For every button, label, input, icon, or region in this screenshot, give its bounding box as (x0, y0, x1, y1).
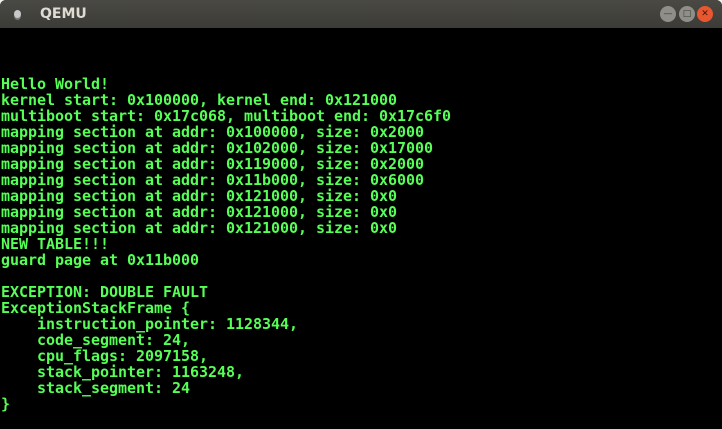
minimize-icon: — (663, 9, 673, 19)
console-line: stack_segment: 24 (1, 379, 191, 397)
console-line: ExceptionStackFrame { (1, 299, 191, 317)
maximize-icon: □ (682, 9, 692, 19)
close-button[interactable]: ✕ (697, 6, 713, 22)
console-line (1, 60, 722, 76)
console-line: mapping section at addr: 0x102000, size:… (1, 139, 434, 157)
console-line: mapping section at addr: 0x100000, size:… (1, 123, 425, 141)
vga-text-console[interactable]: Hello World! kernel start: 0x100000, kern… (1, 28, 722, 429)
console-line (1, 28, 722, 44)
close-icon: ✕ (701, 9, 709, 19)
console-line: mapping section at addr: 0x121000, size:… (1, 219, 398, 237)
console-line (1, 44, 722, 60)
console-line: mapping section at addr: 0x121000, size:… (1, 187, 398, 205)
console-line: mapping section at addr: 0x119000, size:… (1, 155, 425, 173)
console-line: guard page at 0x11b000 (1, 251, 200, 269)
console-line: code_segment: 24, (1, 331, 191, 349)
console-line: NEW TABLE!!! (1, 235, 110, 253)
title-bar[interactable]: QEMU — □ ✕ (0, 0, 722, 28)
console-line: cpu_flags: 2097158, (1, 347, 209, 365)
console-line (1, 268, 722, 284)
console-line: Hello World! (1, 75, 110, 93)
maximize-button[interactable]: □ (679, 6, 695, 22)
console-line: stack_pointer: 1163248, (1, 363, 245, 381)
console-line: mapping section at addr: 0x121000, size:… (1, 203, 398, 221)
console-line: multiboot start: 0x17c068, multiboot end… (1, 107, 452, 125)
app-icon (14, 10, 21, 18)
console-line: kernel start: 0x100000, kernel end: 0x12… (1, 91, 398, 109)
console-line: EXCEPTION: DOUBLE FAULT (1, 283, 209, 301)
window-title: QEMU (40, 6, 87, 22)
console-line: } (1, 395, 11, 413)
console-line: instruction_pointer: 1128344, (1, 315, 299, 333)
console-line: mapping section at addr: 0x11b000, size:… (1, 171, 425, 189)
minimize-button[interactable]: — (660, 6, 676, 22)
